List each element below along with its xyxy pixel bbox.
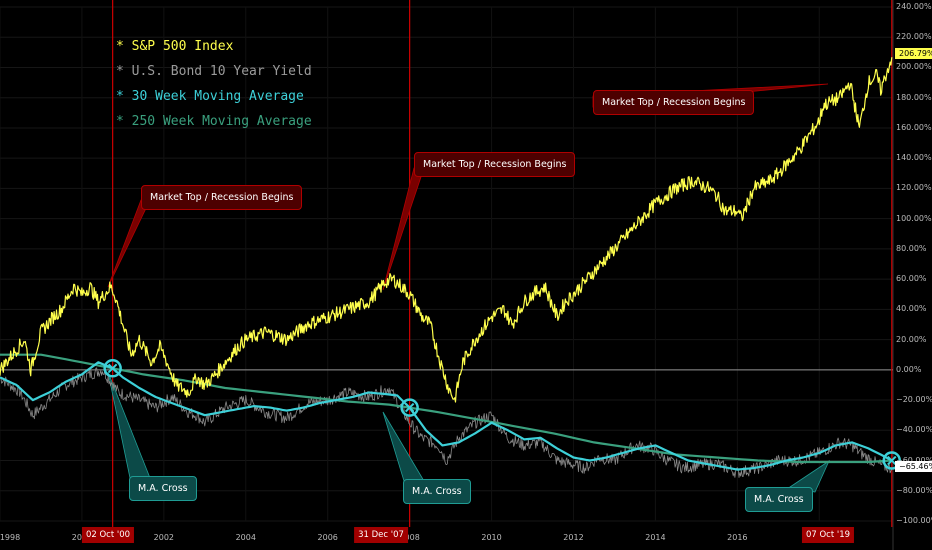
ma-cross-x (404, 402, 415, 413)
y-tick-label: 240.00% (896, 2, 932, 11)
y-tick-label: −60.00% (896, 456, 932, 465)
bond-last-value-badge: −65.46% (895, 461, 932, 472)
ma30-line (0, 361, 893, 471)
cross-leader (382, 411, 425, 482)
x-tick-label: 2010 (481, 533, 502, 542)
y-tick-label: 60.00% (896, 274, 927, 284)
x-tick-label: 2004 (235, 533, 256, 542)
y-tick-label: 40.00% (896, 304, 927, 314)
x-tick-label: 2002 (153, 533, 175, 542)
ma-cross-marker (400, 398, 419, 417)
y-tick-label: 220.00% (896, 32, 932, 42)
y-tick-label: 0.00% (896, 364, 922, 374)
ma-cross-x (887, 455, 897, 466)
x-tick-label: 2006 (317, 533, 338, 542)
callout-ma-cross-1: M.A. Cross (129, 476, 197, 501)
cross-leader (107, 371, 151, 479)
sp500-last-value-badge: 206.79% (895, 48, 932, 59)
x-tick-label: 2000 (72, 533, 92, 542)
bond-yield-line (0, 367, 893, 478)
event-lines (112, 0, 893, 527)
y-tick-label: −100.00% (896, 516, 932, 525)
x-tick-label: 2012 (563, 533, 584, 542)
y-tick-label: 160.00% (896, 122, 932, 132)
y-tick-label: 20.00% (896, 334, 927, 344)
recession-leader (382, 167, 425, 291)
legend-ma250: * 250 Week Moving Average (116, 114, 312, 129)
y-tick-label: 80.00% (896, 243, 927, 253)
callout-ma-cross-3: M.A. Cross (745, 487, 813, 512)
legend-bond-yield: * U.S. Bond 10 Year Yield (116, 64, 312, 79)
cross-markers (103, 359, 902, 470)
date-badge-2: 31 Dec '07 (354, 527, 408, 543)
legend: * S&P 500 Index * U.S. Bond 10 Year Yiel… (116, 34, 312, 134)
y-tick-label: 200.00% (896, 62, 932, 72)
callout-ma-cross-2: M.A. Cross (403, 479, 471, 504)
y-tick-label: 180.00% (896, 92, 932, 102)
y-tick-label: 140.00% (896, 153, 932, 163)
ma250-line (0, 353, 892, 464)
x-tick-label: 1998 (0, 533, 21, 542)
ma-cross-x (107, 363, 118, 374)
x-tick-label: 2014 (645, 533, 666, 542)
x-tick-label: 2008 (399, 533, 420, 542)
ma-cross-marker (103, 359, 122, 378)
date-badge-3: 07 Oct '19 (801, 527, 855, 543)
callout-leaders (107, 83, 830, 493)
y-tick-label: −40.00% (896, 425, 932, 435)
callout-recession-3: Market Top / Recession Begins (593, 90, 755, 115)
y-tick-label: −20.00% (896, 395, 932, 405)
y-tick-label: −80.00% (896, 485, 932, 495)
legend-sp500: * S&P 500 Index (116, 39, 234, 54)
recession-leader (107, 199, 151, 288)
x-tick-label: 2016 (727, 533, 748, 542)
legend-ma30: * 30 Week Moving Average (116, 89, 304, 104)
ma-cross-marker (882, 451, 902, 470)
date-badge-1: 02 Oct '00 (81, 527, 135, 543)
series-lines (0, 57, 893, 478)
sp500-line (0, 57, 893, 403)
y-tick-label: 120.00% (896, 183, 932, 193)
callout-recession-1: Market Top / Recession Begins (141, 185, 303, 210)
callout-recession-2: Market Top / Recession Begins (414, 152, 576, 177)
y-tick-label: 100.00% (896, 213, 932, 223)
